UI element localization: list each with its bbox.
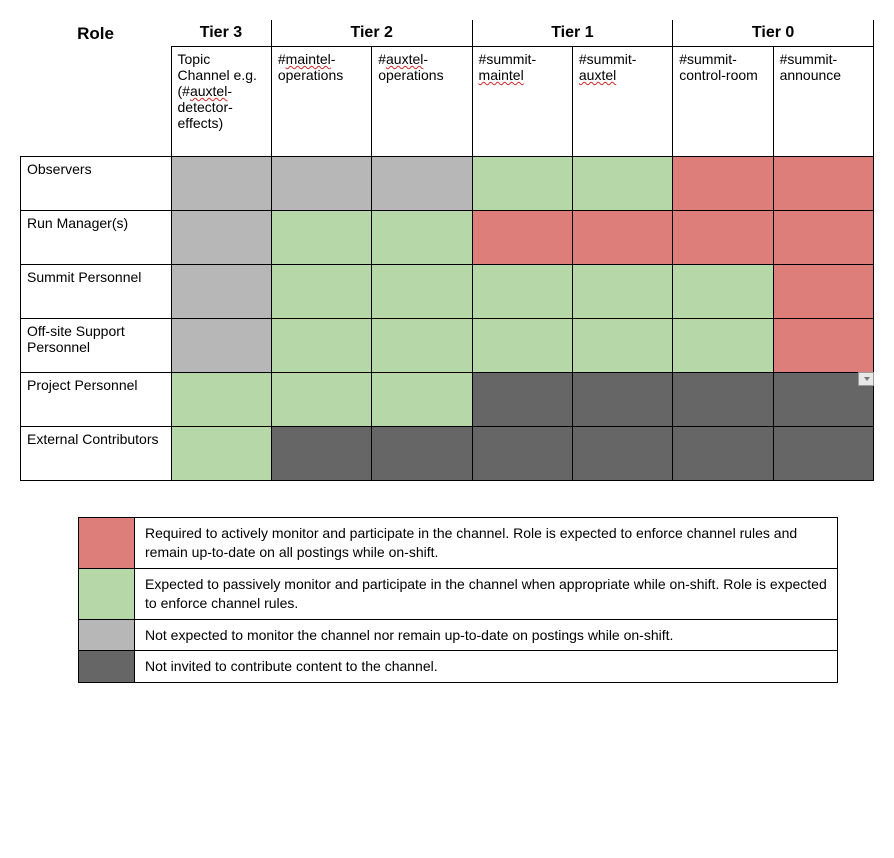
table-row: Summit Personnel — [21, 265, 874, 319]
matrix-cell — [572, 373, 672, 427]
channel-subheader: #summit-announce — [773, 47, 873, 157]
matrix-cell — [773, 265, 873, 319]
tier-header: Tier 3 — [171, 20, 271, 47]
matrix-cell — [271, 157, 371, 211]
matrix-cell — [472, 265, 572, 319]
role-label: External Contributors — [21, 427, 172, 481]
channel-subheader: Topic Channel e.g. (#auxtel-detector-eff… — [171, 47, 271, 157]
matrix-cell — [572, 265, 672, 319]
legend-row: Not expected to monitor the channel nor … — [79, 619, 838, 651]
matrix-cell — [171, 319, 271, 373]
role-label: Run Manager(s) — [21, 211, 172, 265]
matrix-cell — [271, 373, 371, 427]
matrix-cell — [372, 265, 472, 319]
matrix-cell — [673, 265, 773, 319]
matrix-cell — [271, 427, 371, 481]
role-label: Project Personnel — [21, 373, 172, 427]
tier-header: Tier 0 — [673, 20, 874, 47]
channel-subheader: #auxtel-operations — [372, 47, 472, 157]
table-row: Project Personnel — [21, 373, 874, 427]
matrix-cell — [673, 211, 773, 265]
legend-row: Required to actively monitor and partici… — [79, 518, 838, 569]
legend-swatch — [79, 568, 135, 619]
role-tier-table: RoleTier 3Tier 2Tier 1Tier 0 Topic Channe… — [20, 20, 874, 481]
matrix-cell — [773, 427, 873, 481]
matrix-cell — [171, 427, 271, 481]
matrix-cell — [572, 427, 672, 481]
legend-row: Not invited to contribute content to the… — [79, 651, 838, 683]
matrix-cell — [673, 157, 773, 211]
table-row: External Contributors — [21, 427, 874, 481]
matrix-cell — [673, 319, 773, 373]
matrix-cell — [271, 211, 371, 265]
tier-header: Tier 2 — [271, 20, 472, 47]
matrix-cell — [372, 157, 472, 211]
matrix-cell — [472, 319, 572, 373]
matrix-cell — [171, 265, 271, 319]
matrix-cell — [773, 211, 873, 265]
role-header: Role — [21, 20, 172, 157]
legend-text: Not invited to contribute content to the… — [135, 651, 838, 683]
matrix-cell — [773, 373, 873, 427]
matrix-cell — [673, 427, 773, 481]
matrix-cell — [271, 319, 371, 373]
channel-subheader: #maintel-operations — [271, 47, 371, 157]
legend-text: Required to actively monitor and partici… — [135, 518, 838, 569]
matrix-cell — [472, 373, 572, 427]
role-label: Off-site Support Personnel — [21, 319, 172, 373]
matrix-cell — [572, 211, 672, 265]
matrix-cell — [271, 265, 371, 319]
matrix-cell — [472, 427, 572, 481]
table-row: Observers — [21, 157, 874, 211]
matrix-cell — [171, 373, 271, 427]
matrix-cell — [472, 211, 572, 265]
legend-swatch — [79, 518, 135, 569]
channel-subheader: #summit-maintel — [472, 47, 572, 157]
channel-subheader: #summit-control-room — [673, 47, 773, 157]
channel-subheader: #summit-auxtel — [572, 47, 672, 157]
matrix-cell — [372, 319, 472, 373]
legend-text: Not expected to monitor the channel nor … — [135, 619, 838, 651]
legend-swatch — [79, 619, 135, 651]
tier-header: Tier 1 — [472, 20, 673, 47]
legend-table: Required to actively monitor and partici… — [78, 517, 838, 683]
matrix-cell — [372, 373, 472, 427]
matrix-cell — [171, 211, 271, 265]
table-row: Off-site Support Personnel — [21, 319, 874, 373]
matrix-cell — [472, 157, 572, 211]
role-label: Observers — [21, 157, 172, 211]
matrix-cell — [372, 211, 472, 265]
matrix-cell — [773, 319, 873, 373]
legend-text: Expected to passively monitor and partic… — [135, 568, 838, 619]
legend-swatch — [79, 651, 135, 683]
matrix-cell — [773, 157, 873, 211]
matrix-cell — [673, 373, 773, 427]
legend-row: Expected to passively monitor and partic… — [79, 568, 838, 619]
role-label: Summit Personnel — [21, 265, 172, 319]
matrix-cell — [572, 319, 672, 373]
table-row: Run Manager(s) — [21, 211, 874, 265]
matrix-cell — [572, 157, 672, 211]
matrix-cell — [372, 427, 472, 481]
matrix-cell — [171, 157, 271, 211]
